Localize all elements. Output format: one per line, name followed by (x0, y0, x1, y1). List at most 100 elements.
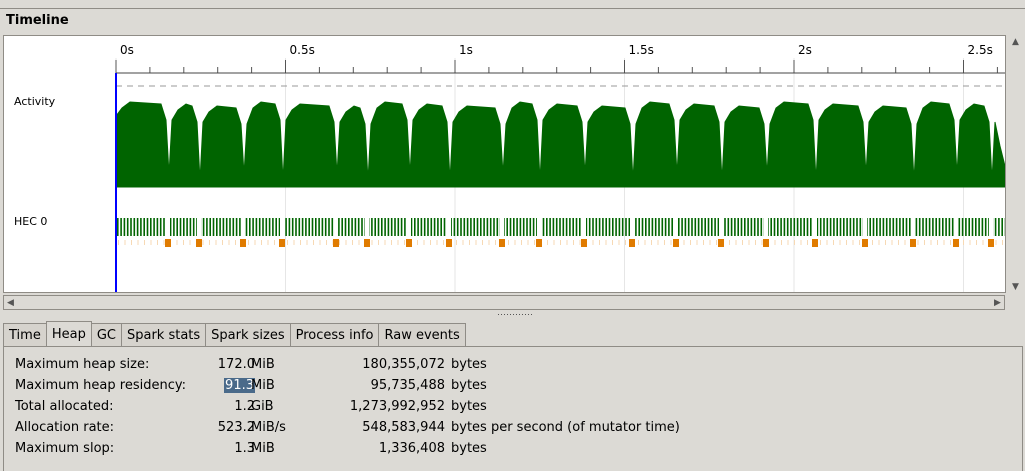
grip-dot (504, 314, 505, 315)
hec-mutator-bar (651, 218, 654, 236)
hec-mutator-bar (173, 218, 175, 236)
hec-gc-minor-mark (670, 240, 672, 245)
hec-mutator-bar (298, 218, 301, 236)
hec-mutator-bar (295, 218, 297, 236)
stat-unit: GiB (251, 399, 274, 414)
hec-mutator-bar (404, 218, 406, 236)
hec-mutator-bar (882, 218, 885, 236)
hec-mutator-bar (684, 218, 687, 236)
hec-mutator-bar (664, 218, 667, 236)
vertical-scrollbar[interactable]: ▲ ▼ (1009, 35, 1023, 293)
hec-gc-minor-mark (839, 240, 841, 245)
hec-gc-minor-mark (228, 240, 230, 245)
hec-mutator-bar (489, 218, 492, 236)
scroll-down-icon[interactable]: ▼ (1012, 281, 1019, 292)
pane-resize-handle[interactable] (497, 313, 533, 317)
hec-mutator-bar (803, 218, 805, 236)
stat-label: Allocation rate: (15, 420, 115, 435)
stat-unit: MiB/s (251, 420, 286, 435)
hec-mutator-bar (232, 218, 235, 236)
hec-mutator-bar (430, 218, 433, 236)
hec-mutator-bar (760, 218, 763, 236)
stat-value-selected[interactable]: 91.3 (175, 378, 255, 393)
hec-mutator-bar (958, 218, 961, 236)
hec-mutator-bar (1001, 218, 1003, 236)
tab-spark-sizes[interactable]: Spark sizes (205, 323, 291, 346)
hec-gc-minor-mark (963, 240, 964, 245)
hec-mutator-bar (968, 218, 970, 236)
hec-mutator-bar (806, 218, 809, 236)
hec-mutator-bar (427, 218, 429, 236)
hec-gc-minor-mark (638, 240, 639, 245)
hec-mutator-bar (823, 218, 825, 236)
hec-mutator-bar (793, 218, 796, 236)
horizontal-scrollbar[interactable]: ◀ ▶ (3, 295, 1005, 310)
hec-gc-minor-mark (761, 240, 763, 245)
hec-mutator-bar (470, 218, 472, 236)
hec-gc-minor-mark (436, 240, 438, 245)
hec-mutator-bar (384, 218, 386, 236)
hec-mutator-bar (569, 218, 571, 236)
hec-mutator-bar (206, 218, 208, 236)
grip-dot (525, 314, 526, 315)
timeline-canvas[interactable]: 0s 0.5s 1s 1.5s 2s 2.5s (4, 36, 1005, 292)
grip-dot (507, 314, 508, 315)
timeline-view[interactable]: Activity HEC 0 0s 0.5s 1s 1.5s 2s 2.5s (3, 35, 1006, 293)
tab-spark-stats[interactable]: Spark stats (120, 323, 207, 346)
hec-mutator-bar (984, 218, 987, 236)
hec-gap (954, 216, 958, 238)
hec-gc-minor-mark (612, 240, 613, 245)
hec-gc-minor-mark (521, 240, 522, 245)
hec-gc-minor-mark (306, 240, 308, 245)
hec-mutator-bar (239, 218, 241, 236)
hec-mutator-bar (529, 218, 532, 236)
hec-mutator-bar (318, 218, 320, 236)
hec-gc-minor-mark (657, 240, 659, 245)
tab-time[interactable]: Time (3, 323, 47, 346)
hec-gc-minor-mark (371, 240, 373, 245)
hec-mutator-bar (786, 218, 789, 236)
hec-gc-mark (364, 239, 370, 247)
stat-label: Maximum heap residency: (15, 378, 186, 393)
hec-gap (365, 216, 369, 238)
hec-gc-minor-mark (696, 240, 698, 245)
hec-gc-minor-mark (917, 240, 919, 245)
scroll-left-icon[interactable]: ◀ (7, 297, 14, 308)
hec-gc-minor-mark (163, 240, 165, 245)
tab-process-info[interactable]: Process info (289, 323, 380, 346)
tab-heap[interactable]: Heap (45, 321, 92, 346)
hec-mutator-bar (572, 218, 574, 236)
hec-mutator-bar (641, 218, 644, 236)
stat-value: 1.3 (234, 441, 255, 456)
hec-mutator-bar (321, 218, 324, 236)
hec-gc-minor-mark (852, 240, 854, 245)
scroll-up-icon[interactable]: ▲ (1012, 36, 1019, 47)
hec-mutator-bar (143, 218, 145, 236)
stat-bytes-unit: bytes (451, 441, 487, 456)
stat-value: 1.2 (234, 399, 255, 414)
hec-gc-minor-mark (508, 240, 509, 245)
hec-mutator-bar (592, 218, 594, 236)
hec-gc-minor-mark (319, 240, 321, 245)
hec-mutator-bar (249, 218, 251, 236)
hec-mutator-bar (671, 218, 673, 236)
scroll-right-icon[interactable]: ▶ (994, 297, 1001, 308)
hec-mutator-bar (932, 218, 934, 236)
hec-mutator-bar (209, 218, 211, 236)
selected-text[interactable]: 91.3 (224, 378, 255, 393)
hec-mutator-bar (212, 218, 215, 236)
hec-gc-minor-mark (703, 240, 704, 245)
hec-mutator-bar (994, 218, 997, 236)
tab-gc[interactable]: GC (90, 323, 122, 346)
hec-mutator-bar (486, 218, 489, 236)
hec-mutator-bar (509, 218, 512, 236)
hec-gc-minor-mark (469, 240, 470, 245)
tab-raw-events[interactable]: Raw events (378, 323, 466, 346)
hec-mutator-bar (605, 218, 607, 236)
hec-mutator-bar (381, 218, 383, 236)
hec-gc-minor-mark (605, 240, 607, 245)
hec-mutator-bar (681, 218, 683, 236)
header-divider (0, 8, 1025, 9)
hec-gc-minor-mark (748, 240, 750, 245)
hec-gc-minor-mark (443, 240, 444, 245)
